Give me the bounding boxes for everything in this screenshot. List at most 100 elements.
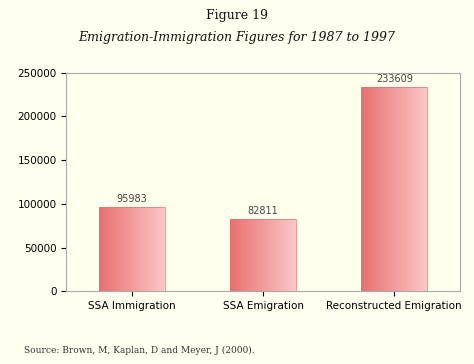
Bar [106, 207, 107, 291]
Bar [284, 219, 285, 291]
Bar [373, 87, 374, 291]
Bar [372, 87, 373, 291]
Bar [424, 87, 426, 291]
Bar [247, 219, 249, 291]
Bar [395, 87, 397, 291]
Bar [129, 207, 131, 291]
Bar [238, 219, 239, 291]
Text: Figure 19: Figure 19 [206, 9, 268, 22]
Bar [392, 87, 393, 291]
Bar [409, 87, 410, 291]
Bar [389, 87, 390, 291]
Bar [280, 219, 282, 291]
Bar [410, 87, 411, 291]
Text: Emigration-Immigration Figures for 1987 to 1997: Emigration-Immigration Figures for 1987 … [79, 31, 395, 44]
Bar [136, 207, 137, 291]
Bar [232, 219, 233, 291]
Bar [272, 219, 273, 291]
Bar [291, 219, 292, 291]
Bar [407, 87, 409, 291]
Bar [125, 207, 127, 291]
Bar [369, 87, 371, 291]
Bar [400, 87, 401, 291]
Bar [383, 87, 384, 291]
Bar [230, 219, 232, 291]
Bar [414, 87, 415, 291]
Bar [159, 207, 161, 291]
Bar [118, 207, 119, 291]
Bar [422, 87, 423, 291]
Bar [161, 207, 162, 291]
Text: Source: Brown, M, Kaplan, D and Meyer, J (2000).: Source: Brown, M, Kaplan, D and Meyer, J… [24, 346, 255, 355]
Bar [368, 87, 369, 291]
Bar [142, 207, 144, 291]
Bar [276, 219, 277, 291]
Bar [367, 87, 368, 291]
Bar [119, 207, 120, 291]
Bar [401, 87, 402, 291]
Bar [288, 219, 289, 291]
Bar [419, 87, 420, 291]
Bar [262, 219, 263, 291]
Bar [289, 219, 291, 291]
Bar [266, 219, 267, 291]
Bar [141, 207, 142, 291]
Bar [135, 207, 136, 291]
Bar [124, 207, 125, 291]
Bar [263, 219, 264, 291]
Bar [282, 219, 283, 291]
Bar [150, 207, 152, 291]
Bar [116, 207, 118, 291]
Bar [390, 87, 392, 291]
Bar [270, 219, 271, 291]
Bar [420, 87, 422, 291]
Bar [249, 219, 250, 291]
Bar [121, 207, 123, 291]
Bar [415, 87, 417, 291]
Bar [148, 207, 149, 291]
Bar [244, 219, 245, 291]
Bar [287, 219, 288, 291]
Bar [417, 87, 418, 291]
Bar [234, 219, 236, 291]
Bar [107, 207, 109, 291]
Bar [256, 219, 258, 291]
Bar [388, 87, 389, 291]
Bar [128, 207, 129, 291]
Bar [254, 219, 255, 291]
Bar [241, 219, 242, 291]
Bar [149, 207, 150, 291]
Bar [158, 207, 159, 291]
Bar [153, 207, 154, 291]
Bar [102, 207, 103, 291]
Bar [164, 207, 165, 291]
Bar [277, 219, 279, 291]
Bar [162, 207, 164, 291]
Bar [275, 219, 276, 291]
Bar [120, 207, 121, 291]
Bar [271, 219, 272, 291]
Bar [99, 207, 165, 291]
Bar [250, 219, 251, 291]
Bar [385, 87, 386, 291]
Bar [237, 219, 238, 291]
Bar [127, 207, 128, 291]
Bar [285, 219, 287, 291]
Bar [394, 87, 395, 291]
Bar [109, 207, 111, 291]
Bar [111, 207, 112, 291]
Bar [386, 87, 388, 291]
Bar [145, 207, 146, 291]
Bar [245, 219, 246, 291]
Bar [155, 207, 157, 291]
Bar [267, 219, 268, 291]
Bar [293, 219, 294, 291]
Bar [157, 207, 158, 291]
Bar [423, 87, 424, 291]
Bar [137, 207, 138, 291]
Text: 95983: 95983 [117, 194, 147, 204]
Bar [253, 219, 254, 291]
Bar [378, 87, 380, 291]
Bar [361, 87, 427, 291]
Bar [131, 207, 132, 291]
